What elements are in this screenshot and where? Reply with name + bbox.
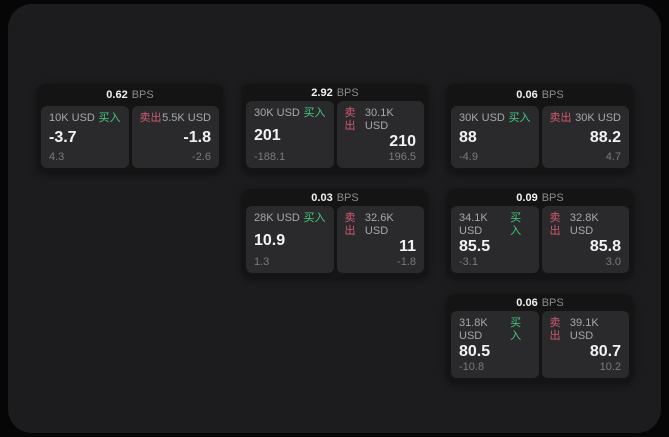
- bps-unit-label: BPS: [336, 191, 359, 204]
- bps-value: 0.09: [516, 191, 538, 204]
- quote-card: 0.03 BPS 28K USD 买入 10.9 1.3 卖出 32.6K US…: [242, 189, 428, 277]
- sell-change: 10.2: [599, 361, 621, 373]
- sell-change: 3.0: [605, 256, 621, 268]
- buy-change: -188.1: [254, 151, 286, 163]
- card-body: 31.8K USD 买入 80.5 -10.8 卖出 39.1K USD 80.…: [447, 311, 633, 382]
- bps-unit-label: BPS: [541, 191, 564, 204]
- sell-quote-tile[interactable]: 卖出 32.6K USD 11 -1.8: [336, 206, 424, 273]
- sell-amount-label: 39.1K USD: [569, 317, 599, 342]
- sell-quote-tile[interactable]: 卖出 30.1K USD 210 196.5: [336, 101, 424, 168]
- quote-card: 0.62 BPS 10K USD 买入 -3.7 4.3 卖出 5.5K USD…: [37, 84, 223, 172]
- quote-card: 0.09 BPS 34.1K USD 买入 85.5 -3.1 卖出 32.8K…: [447, 189, 633, 277]
- bps-unit-label: BPS: [336, 86, 359, 99]
- card-body: 30K USD 买入 201 -188.1 卖出 30.1K USD 210 1…: [242, 101, 428, 172]
- quote-card: 2.92 BPS 30K USD 买入 201 -188.1 卖出 30.1K …: [242, 84, 428, 172]
- sell-amount-label: 5.5K USD: [162, 112, 211, 124]
- buy-amount-label: 30K USD: [459, 112, 505, 124]
- buy-amount-label: 31.8K USD: [459, 317, 488, 342]
- bps-value: 0.06: [516, 296, 538, 309]
- sell-quote-tile[interactable]: 卖出 39.1K USD 80.7 10.2: [541, 311, 629, 378]
- sell-quote-tile[interactable]: 卖出 5.5K USD -1.8 -2.6: [131, 106, 219, 168]
- card-header: 0.09 BPS: [447, 189, 633, 206]
- trading-panel: 0.62 BPS 10K USD 买入 -3.7 4.3 卖出 5.5K USD…: [8, 4, 661, 433]
- card-body: 10K USD 买入 -3.7 4.3 卖出 5.5K USD -1.8 -2.…: [37, 106, 223, 172]
- buy-change: -3.1: [459, 256, 478, 268]
- buy-price: 10.9: [254, 231, 286, 249]
- buy-quote-tile[interactable]: 28K USD 买入 10.9 1.3: [246, 206, 334, 273]
- buy-button[interactable]: 买入: [303, 107, 326, 119]
- buy-button[interactable]: 买入: [98, 112, 121, 124]
- buy-button[interactable]: 买入: [303, 212, 326, 224]
- sell-quote-tile[interactable]: 卖出 32.8K USD 85.8 3.0: [541, 206, 629, 273]
- buy-change: -4.9: [459, 151, 478, 163]
- buy-amount-label: 28K USD: [254, 212, 300, 224]
- card-header: 0.62 BPS: [37, 84, 223, 106]
- sell-quote-tile[interactable]: 卖出 30K USD 88.2 4.7: [541, 106, 629, 168]
- buy-quote-tile[interactable]: 30K USD 买入 88 -4.9: [451, 106, 539, 168]
- buy-price: -3.7: [49, 129, 77, 146]
- card-body: 28K USD 买入 10.9 1.3 卖出 32.6K USD 11 -1.8: [242, 206, 428, 277]
- sell-amount-label: 32.8K USD: [569, 212, 599, 237]
- quote-card: 0.06 BPS 30K USD 买入 88 -4.9 卖出 30K USD 8…: [447, 84, 633, 172]
- sell-button[interactable]: 卖出: [549, 317, 561, 342]
- buy-quote-tile[interactable]: 30K USD 买入 201 -188.1: [246, 101, 334, 168]
- buy-change: 1.3: [254, 256, 270, 268]
- card-body: 30K USD 买入 88 -4.9 卖出 30K USD 88.2 4.7: [447, 106, 633, 172]
- sell-price: 210: [389, 133, 416, 150]
- sell-button[interactable]: 卖出: [344, 212, 356, 237]
- buy-price: 80.5: [459, 343, 491, 360]
- buy-amount-label: 30K USD: [254, 107, 300, 119]
- card-header: 0.06 BPS: [447, 84, 633, 106]
- sell-button[interactable]: 卖出: [549, 212, 561, 237]
- sell-button[interactable]: 卖出: [344, 107, 356, 132]
- sell-price: 80.7: [589, 343, 621, 360]
- bps-value: 0.62: [106, 89, 128, 101]
- buy-change: 4.3: [49, 151, 65, 163]
- quote-cards-grid: 0.62 BPS 10K USD 买入 -3.7 4.3 卖出 5.5K USD…: [37, 84, 633, 382]
- sell-price: 11: [399, 238, 416, 255]
- sell-change: -1.8: [397, 256, 416, 268]
- card-header: 2.92 BPS: [242, 84, 428, 101]
- buy-quote-tile[interactable]: 31.8K USD 买入 80.5 -10.8: [451, 311, 539, 378]
- buy-button[interactable]: 买入: [510, 212, 522, 237]
- buy-quote-tile[interactable]: 34.1K USD 买入 85.5 -3.1: [451, 206, 539, 273]
- buy-price: 85.5: [459, 238, 491, 255]
- card-body: 34.1K USD 买入 85.5 -3.1 卖出 32.8K USD 85.8…: [447, 206, 633, 277]
- bps-unit-label: BPS: [131, 89, 154, 101]
- quote-card: 0.06 BPS 31.8K USD 买入 80.5 -10.8 卖出 39.1…: [447, 294, 633, 382]
- sell-change: 4.7: [605, 151, 621, 163]
- sell-price: -1.8: [183, 129, 211, 146]
- bps-value: 2.92: [311, 86, 333, 99]
- card-header: 0.03 BPS: [242, 189, 428, 206]
- sell-button[interactable]: 卖出: [139, 112, 162, 124]
- bps-unit-label: BPS: [541, 89, 564, 101]
- buy-button[interactable]: 买入: [508, 112, 531, 124]
- buy-button[interactable]: 买入: [510, 317, 522, 342]
- buy-change: -10.8: [459, 361, 485, 373]
- buy-amount-label: 10K USD: [49, 112, 95, 124]
- bps-value: 0.06: [516, 89, 538, 101]
- sell-button[interactable]: 卖出: [549, 112, 572, 124]
- sell-change: -2.6: [192, 151, 211, 163]
- sell-change: 196.5: [388, 151, 416, 163]
- buy-price: 201: [254, 126, 281, 144]
- sell-price: 88.2: [589, 129, 621, 146]
- bps-unit-label: BPS: [541, 296, 564, 309]
- buy-price: 88: [459, 129, 477, 146]
- buy-quote-tile[interactable]: 10K USD 买入 -3.7 4.3: [41, 106, 129, 168]
- sell-price: 85.8: [589, 238, 621, 255]
- sell-amount-label: 32.6K USD: [364, 212, 394, 237]
- bps-value: 0.03: [311, 191, 333, 204]
- card-header: 0.06 BPS: [447, 294, 633, 311]
- buy-amount-label: 34.1K USD: [459, 212, 488, 237]
- sell-amount-label: 30K USD: [575, 112, 621, 124]
- sell-amount-label: 30.1K USD: [364, 107, 394, 132]
